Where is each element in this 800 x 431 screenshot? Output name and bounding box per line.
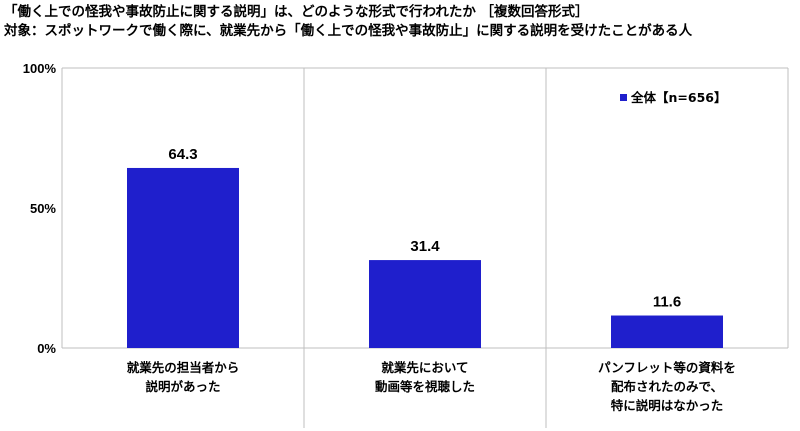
x-tick-label: パンフレット等の資料を <box>598 360 736 375</box>
bar <box>127 167 239 348</box>
legend-swatch <box>620 94 627 101</box>
bar <box>611 315 723 348</box>
chart-title-block: 「働く上での怪我や事故防止に関する説明」は、どのような形式で行われたか ［複数回… <box>4 3 796 41</box>
bar <box>369 260 481 348</box>
chart-subtitle: 対象：スポットワークで働く際に、就業先から「働く上での怪我や事故防止」に関する説… <box>4 23 693 39</box>
y-tick-label: 50% <box>30 201 56 216</box>
x-tick-label: 説明があった <box>145 379 220 394</box>
data-label: 64.3 <box>168 146 197 163</box>
x-tick-label: 就業先において <box>381 360 468 375</box>
data-label: 31.4 <box>410 238 440 255</box>
x-tick-label: 特に説明はなかった <box>611 398 724 413</box>
y-tick-label: 100% <box>23 61 57 76</box>
legend-label: 全体【n=656】 <box>630 90 726 105</box>
x-tick-label: 配布されたのみで、 <box>611 379 723 394</box>
chart-title: 「働く上での怪我や事故防止に関する説明」は、どのような形式で行われたか ［複数回… <box>4 4 589 20</box>
y-tick-label: 0% <box>37 341 56 356</box>
data-label: 11.6 <box>653 294 681 311</box>
x-tick-label: 就業先の担当者から <box>127 360 240 375</box>
x-tick-label: 動画等を視聴した <box>375 379 475 394</box>
